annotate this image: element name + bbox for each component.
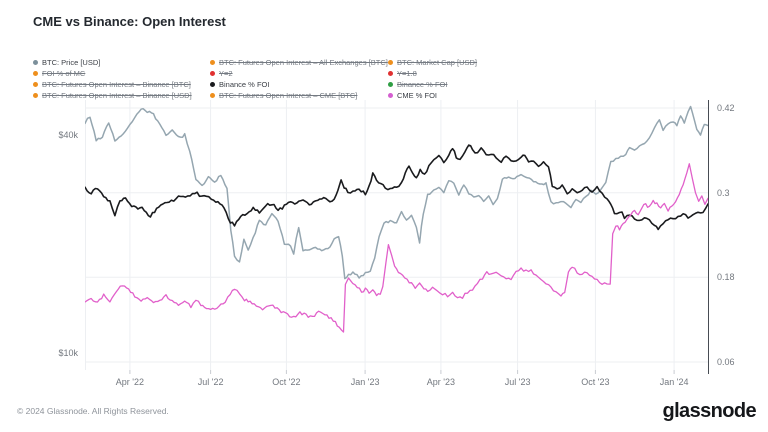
legend-item-btc-market-cap[interactable]: BTC: Market Cap [USD] xyxy=(388,57,588,68)
x-axis-tick-label: Jan '23 xyxy=(350,377,380,387)
y-axis-left-tick-label: $10k xyxy=(58,348,78,358)
x-axis-tick-label: Apr '22 xyxy=(115,377,144,387)
series-line-binance-foi xyxy=(85,144,708,231)
legend-item-cme-pct-foi[interactable]: CME % FOI xyxy=(388,90,588,101)
legend-item-label: BTC: Futures Open Interest – All Exchang… xyxy=(219,58,388,67)
series-line-btc-price-usd xyxy=(85,105,708,280)
legend-item-label: BTC: Futures Open Interest – Binance [US… xyxy=(42,91,192,100)
series-swatch-icon xyxy=(210,93,215,98)
x-axis-tick-label: Jul '23 xyxy=(504,377,531,387)
legend-item-label: Y=2 xyxy=(219,69,233,78)
legend-column-3: BTC: Market Cap [USD] Y=1.8 Binance % FO… xyxy=(388,57,588,101)
series-swatch-icon xyxy=(33,82,38,87)
legend-item-label: BTC: Market Cap [USD] xyxy=(397,58,478,67)
legend-item-label: BTC: Futures Open Interest – Binance [BT… xyxy=(42,80,191,89)
legend-item-y2[interactable]: Y=2 xyxy=(210,68,387,79)
y-axis-left-tick-label: $40k xyxy=(58,130,78,140)
legend: BTC: Price [USD] FOI % of MC BTC: Future… xyxy=(0,57,768,103)
legend-item-label: FOI % of MC xyxy=(42,69,86,78)
legend-item-label: BTC: Futures Open Interest – CME [BTC] xyxy=(219,91,358,100)
legend-item-y18[interactable]: Y=1.8 xyxy=(388,68,588,79)
y-axis-right-tick-label: 0.3 xyxy=(717,187,730,198)
series-line-cme-foi xyxy=(85,163,708,333)
x-axis-tick-label: Apr '23 xyxy=(426,377,455,387)
legend-item-label: Binance % FOI xyxy=(397,80,448,89)
series-swatch-icon xyxy=(388,60,393,65)
legend-item-btc-price[interactable]: BTC: Price [USD] xyxy=(33,57,209,68)
series-swatch-icon xyxy=(210,82,215,87)
page-title: CME vs Binance: Open Interest xyxy=(33,14,226,29)
x-axis-tick-label: Oct '23 xyxy=(581,377,610,387)
series-swatch-icon xyxy=(210,60,215,65)
legend-column-1: BTC: Price [USD] FOI % of MC BTC: Future… xyxy=(33,57,209,101)
legend-item-foi-binance-usd[interactable]: BTC: Futures Open Interest – Binance [US… xyxy=(33,90,209,101)
series-swatch-icon xyxy=(33,71,38,76)
legend-item-label: Y=1.8 xyxy=(397,69,417,78)
legend-item-foi-cme-btc[interactable]: BTC: Futures Open Interest – CME [BTC] xyxy=(210,90,387,101)
y-axis-right-tick-label: 0.06 xyxy=(717,357,735,367)
series-swatch-icon xyxy=(210,71,215,76)
series-swatch-icon xyxy=(33,60,38,65)
legend-item-label: CME % FOI xyxy=(397,91,438,100)
x-axis-tick-label: Jul '22 xyxy=(197,377,224,387)
legend-column-2: BTC: Futures Open Interest – All Exchang… xyxy=(210,57,388,101)
legend-item-foi-pct-of-mc[interactable]: FOI % of MC xyxy=(33,68,209,79)
series-swatch-icon xyxy=(388,71,393,76)
series-swatch-icon xyxy=(388,93,393,98)
legend-item-binance-pct-foi-alt[interactable]: Binance % FOI xyxy=(388,79,588,90)
legend-item-foi-binance-btc[interactable]: BTC: Futures Open Interest – Binance [BT… xyxy=(33,79,209,90)
legend-item-label: Binance % FOI xyxy=(219,80,270,89)
y-axis-right-tick-label: 0.42 xyxy=(717,103,735,113)
x-axis-tick-label: Jan '24 xyxy=(659,377,689,387)
legend-item-binance-pct-foi[interactable]: Binance % FOI xyxy=(210,79,387,90)
x-axis-tick-label: Oct '22 xyxy=(272,377,301,387)
glassnode-logo: glassnode xyxy=(662,400,756,422)
chart-hover-area[interactable] xyxy=(85,100,708,370)
series-swatch-icon xyxy=(388,82,393,87)
legend-item-label: BTC: Price [USD] xyxy=(42,58,101,67)
y-axis-right-tick-label: 0.18 xyxy=(717,272,735,283)
legend-item-foi-all-exchanges[interactable]: BTC: Futures Open Interest – All Exchang… xyxy=(210,57,388,68)
series-swatch-icon xyxy=(33,93,38,98)
footer-copyright: © 2024 Glassnode. All Rights Reserved. xyxy=(17,406,169,416)
